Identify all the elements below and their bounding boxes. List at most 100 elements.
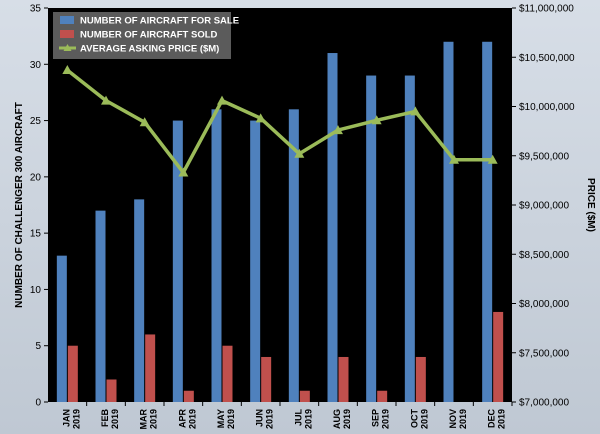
y-tick-label: 5 (35, 341, 41, 352)
y-tick-label: 25 (30, 116, 42, 127)
y-tick-label: 10 (30, 285, 42, 296)
x-tick-label-year: 2019 (458, 409, 468, 429)
legend-swatch (60, 16, 74, 24)
bars-layer (56, 41, 504, 403)
price-marker-apr (178, 167, 189, 177)
plot-area (48, 8, 512, 402)
bar-series-sold (67, 311, 504, 402)
y2-tick-label: $8,000,000 (519, 299, 569, 310)
y-tick-label: 0 (35, 398, 41, 409)
y2-axis-title: PRICE ($M) (585, 178, 596, 232)
bar-for-sale-mar (134, 199, 145, 402)
bar-sold-jun (261, 356, 272, 402)
bar-series-for-sale (56, 41, 493, 403)
x-tick-label-month: JUL (293, 409, 303, 427)
y-tick-label: 30 (30, 60, 42, 71)
x-tick-label-year: 2019 (71, 409, 81, 429)
y2-tick-label: $9,000,000 (519, 201, 569, 212)
price-marker-may (217, 95, 227, 105)
y2-tick-label: $11,000,000 (519, 4, 574, 15)
price-line (66, 68, 493, 175)
y-tick-label: 15 (30, 229, 42, 240)
bar-sold-sep (377, 390, 388, 402)
left-axis: 0 5 10 15 20 25 30 35 (30, 4, 48, 409)
y-tick-label: 35 (30, 4, 42, 15)
y2-tick-label: $8,500,000 (519, 250, 569, 261)
x-tick-label-year: 2019 (149, 409, 159, 429)
bar-for-sale-feb (95, 210, 106, 402)
price-marker-jul (294, 148, 305, 158)
bar-sold-jul (299, 390, 310, 402)
x-tick-label-month: AUG (332, 409, 342, 429)
bar-sold-dec (493, 311, 504, 402)
bar-for-sale-sep (366, 75, 377, 403)
x-tick-label-month: MAY (216, 409, 226, 428)
legend-swatch (60, 30, 74, 38)
x-tick-label-month: JUN (255, 409, 265, 427)
y2-tick-label: $7,500,000 (519, 348, 569, 359)
x-tick-label-year: 2019 (226, 409, 236, 429)
bar-for-sale-aug (327, 53, 338, 403)
price-marker-aug (333, 125, 343, 135)
x-tick-label-month: APR (177, 409, 187, 429)
bar-sold-may (222, 345, 233, 402)
y2-tick-label: $10,000,000 (519, 102, 575, 113)
price-marker-feb (101, 95, 111, 105)
legend-label: AVERAGE ASKING PRICE ($M) (80, 44, 219, 55)
y-tick-label: 20 (30, 172, 42, 183)
x-tick-label-month: SEP (371, 409, 381, 427)
x-tick-label-month: FEB (100, 408, 110, 427)
x-tick-label-month: MAR (139, 409, 149, 430)
legend-label: NUMBER OF AIRCRAFT FOR SALE (80, 16, 239, 27)
price-marker-oct (410, 106, 421, 116)
x-tick-label-year: 2019 (381, 409, 391, 429)
price-line-layer (62, 65, 498, 177)
legend-entry-for-sale: NUMBER OF AIRCRAFT FOR SALE (60, 16, 239, 27)
legend-entry-price: AVERAGE ASKING PRICE ($M) (59, 44, 219, 55)
bar-sold-feb (106, 379, 117, 402)
price-marker-nov (449, 154, 459, 164)
y2-tick-label: $7,000,000 (519, 398, 569, 409)
price-marker-jan (62, 65, 73, 75)
bar-sold-oct (415, 356, 426, 402)
legend-swatch-marker (63, 44, 72, 51)
bar-sold-jan (67, 345, 78, 402)
bar-for-sale-oct (404, 75, 415, 403)
bar-for-sale-jul (288, 109, 299, 403)
x-tick-label-year: 2019 (342, 409, 352, 429)
legend-entry-sold: NUMBER OF AIRCRAFT SOLD (60, 30, 218, 41)
y2-tick-label: $10,500,000 (519, 53, 575, 64)
x-tick-label-month: JAN (61, 409, 71, 427)
x-tick-label-year: 2019 (187, 409, 197, 429)
price-marker-mar (139, 117, 150, 127)
bar-for-sale-nov (443, 41, 454, 403)
bar-for-sale-jun (250, 120, 261, 403)
legend: NUMBER OF AIRCRAFT FOR SALE NUMBER OF AIR… (53, 12, 239, 59)
x-tick-label-month: DEC (487, 409, 497, 429)
x-tick-label-year: 2019 (497, 409, 507, 429)
bar-for-sale-apr (172, 120, 183, 403)
legend-label: NUMBER OF AIRCRAFT SOLD (80, 30, 218, 41)
x-axis: JAN 2019 FEB 2019 MAR 2019 APR 2019 MAY 2019 JUN 20… (61, 402, 513, 430)
right-axis: $7,000,000 $7,500,000 $8,000,000 $8,500,000… (512, 4, 575, 409)
x-tick-label-year: 2019 (110, 409, 120, 429)
price-marker-dec (487, 154, 498, 164)
bar-for-sale-may (211, 109, 222, 403)
bar-sold-mar (145, 334, 156, 402)
price-marker-sep (371, 115, 382, 125)
x-tick-label-year: 2019 (419, 409, 429, 429)
bar-for-sale-dec (482, 41, 493, 403)
x-tick-label-year: 2019 (303, 409, 313, 429)
x-tick-label-month: OCT (409, 409, 419, 429)
price-marker-jun (255, 113, 266, 123)
bar-for-sale-jan (56, 255, 67, 402)
x-tick-label-year: 2019 (265, 409, 275, 429)
y-axis-title: NUMBER OF CHALLENGER 300 AIRCRAFT (14, 102, 25, 308)
legend-box (53, 12, 231, 59)
bar-sold-aug (338, 356, 349, 402)
y2-tick-label: $9,500,000 (519, 151, 569, 162)
x-tick-label-month: NOV (448, 409, 458, 429)
bar-sold-apr (183, 390, 194, 402)
